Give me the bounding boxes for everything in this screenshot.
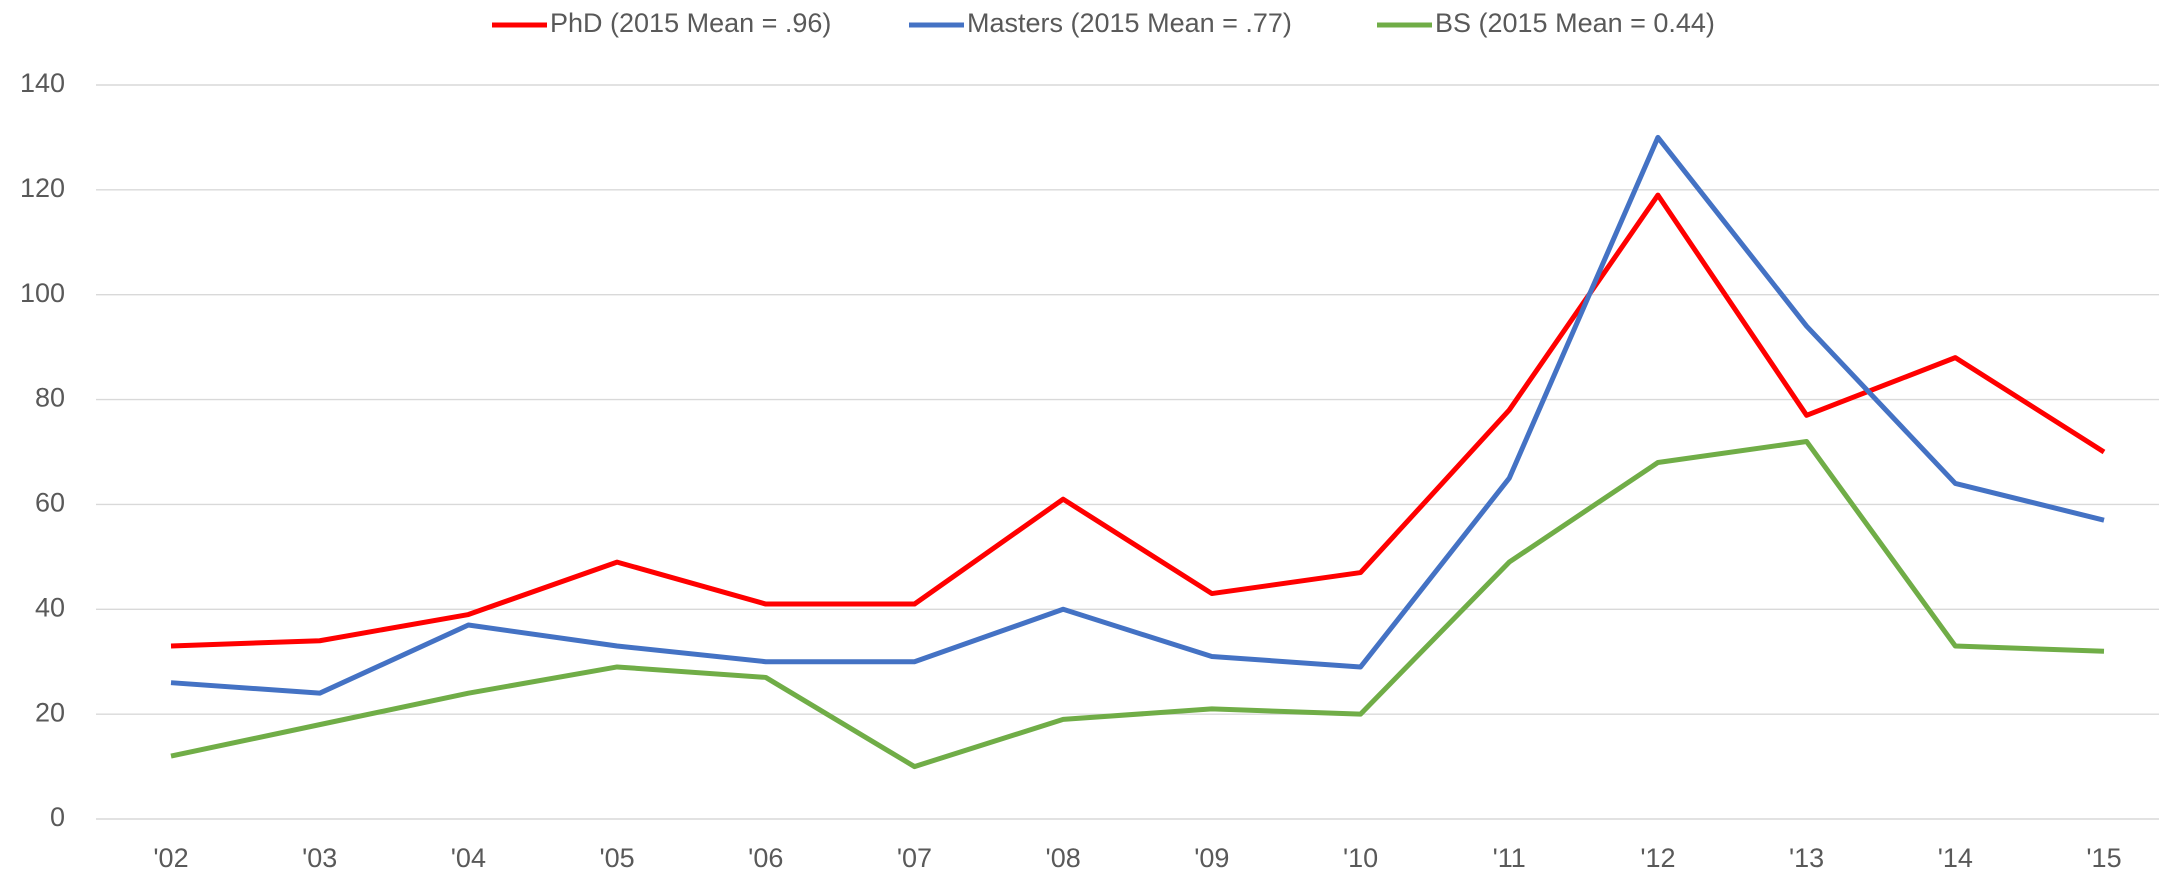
legend-label: BS (2015 Mean = 0.44) <box>1435 8 1715 38</box>
x-tick-label: '06 <box>748 843 783 873</box>
x-tick-label: '04 <box>451 843 486 873</box>
x-tick-label: '14 <box>1938 843 1973 873</box>
x-tick-label: '13 <box>1789 843 1824 873</box>
y-tick-label: 60 <box>35 488 65 518</box>
series-line <box>170 192 2106 649</box>
y-tick-label: 40 <box>35 592 65 622</box>
x-tick-label: '03 <box>302 843 337 873</box>
x-tick-label: '05 <box>599 843 634 873</box>
series-line <box>170 134 2105 696</box>
y-tick-label: 20 <box>35 697 65 727</box>
x-tick-label: '08 <box>1046 843 1081 873</box>
y-tick-label: 120 <box>20 173 65 203</box>
y-tick-label: 140 <box>20 68 65 98</box>
x-tick-label: '07 <box>897 843 932 873</box>
legend-label: Masters (2015 Mean = .77) <box>967 8 1292 38</box>
y-tick-label: 0 <box>50 802 65 832</box>
series-line <box>170 439 2105 770</box>
x-tick-label: '02 <box>153 843 188 873</box>
x-tick-label: '11 <box>1493 843 1526 873</box>
y-tick-label: 100 <box>20 278 65 308</box>
legend-label: PhD (2015 Mean = .96) <box>550 8 831 38</box>
y-tick-label: 80 <box>35 383 65 413</box>
x-tick-label: '09 <box>1194 843 1229 873</box>
x-tick-label: '15 <box>2086 843 2121 873</box>
x-tick-label: '12 <box>1640 843 1675 873</box>
x-tick-label: '10 <box>1343 843 1378 873</box>
